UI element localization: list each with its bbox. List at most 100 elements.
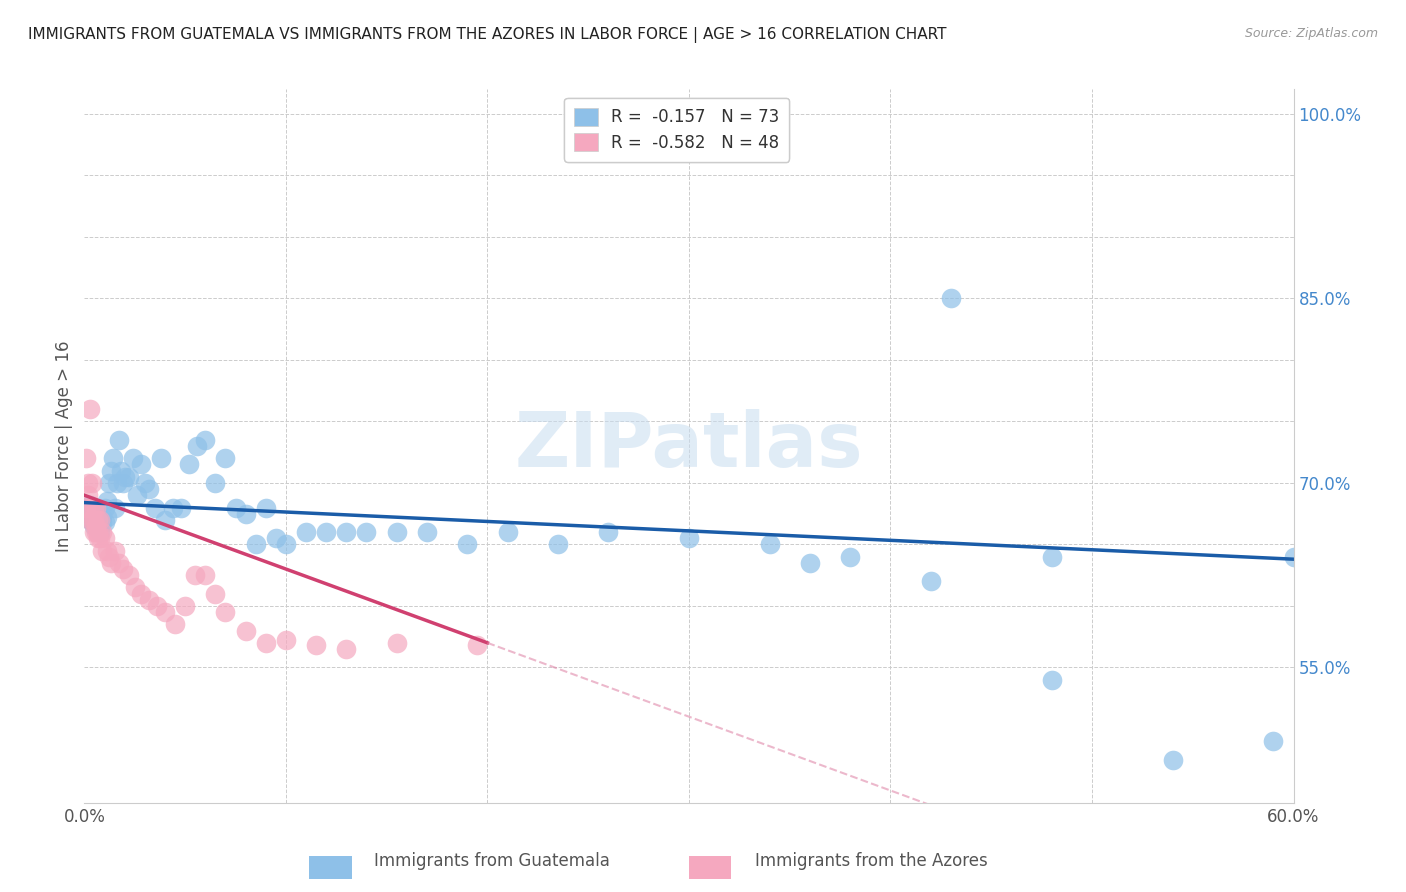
- Point: [416, 525, 439, 540]
- Point: [138, 592, 160, 607]
- Point: [162, 500, 184, 515]
- Point: [77, 475, 100, 490]
- Point: [93, 500, 115, 515]
- Point: [295, 525, 318, 540]
- Point: [456, 537, 478, 551]
- Point: [1040, 549, 1063, 564]
- Point: [315, 525, 337, 540]
- Point: [100, 464, 122, 478]
- Point: [214, 605, 236, 619]
- Point: [87, 513, 110, 527]
- Point: [107, 433, 129, 447]
- Point: [89, 513, 111, 527]
- Point: [91, 510, 114, 524]
- Point: [91, 525, 114, 540]
- Point: [79, 513, 101, 527]
- Point: [89, 531, 111, 545]
- Point: [79, 498, 101, 512]
- Point: [254, 500, 277, 515]
- Point: [1040, 673, 1063, 687]
- Point: [335, 642, 357, 657]
- Point: [146, 599, 169, 613]
- Point: [79, 513, 101, 527]
- Point: [77, 507, 100, 521]
- Text: Immigrants from Guatemala: Immigrants from Guatemala: [374, 852, 610, 870]
- Point: [96, 494, 118, 508]
- Point: [129, 458, 152, 472]
- Point: [129, 587, 152, 601]
- Point: [104, 543, 127, 558]
- Point: [174, 599, 197, 613]
- Point: [153, 605, 176, 619]
- Point: [547, 537, 569, 551]
- Point: [274, 537, 297, 551]
- Point: [149, 451, 172, 466]
- Point: [678, 531, 700, 545]
- Point: [356, 525, 378, 540]
- Point: [82, 513, 104, 527]
- Point: [87, 525, 110, 540]
- Point: [86, 516, 108, 530]
- Point: [214, 451, 236, 466]
- Point: [335, 525, 357, 540]
- Point: [89, 525, 111, 540]
- Point: [79, 500, 101, 515]
- Point: [87, 516, 110, 530]
- Point: [105, 475, 128, 490]
- Point: [93, 516, 115, 530]
- Point: [82, 503, 104, 517]
- Point: [758, 537, 780, 551]
- Point: [143, 500, 166, 515]
- Point: [225, 500, 247, 515]
- Point: [91, 543, 114, 558]
- Text: ZIPatlas: ZIPatlas: [515, 409, 863, 483]
- Point: [1161, 753, 1184, 767]
- Point: [87, 531, 110, 545]
- Point: [104, 500, 127, 515]
- Point: [179, 458, 201, 472]
- Point: [93, 531, 115, 545]
- Point: [86, 500, 108, 515]
- Text: Source: ZipAtlas.com: Source: ZipAtlas.com: [1244, 27, 1378, 40]
- Point: [110, 464, 132, 478]
- Point: [75, 451, 97, 466]
- Point: [245, 537, 267, 551]
- Point: [799, 556, 821, 570]
- Point: [77, 488, 100, 502]
- Point: [204, 587, 226, 601]
- Point: [467, 638, 489, 652]
- Point: [920, 574, 942, 589]
- Point: [138, 482, 160, 496]
- Point: [82, 475, 104, 490]
- Point: [86, 525, 108, 540]
- Point: [86, 510, 108, 524]
- Point: [839, 549, 862, 564]
- Point: [125, 488, 148, 502]
- Point: [254, 636, 277, 650]
- Point: [118, 469, 141, 483]
- Point: [121, 451, 143, 466]
- Point: [204, 475, 226, 490]
- Point: [83, 513, 105, 527]
- Point: [89, 509, 111, 524]
- Point: [83, 513, 105, 527]
- Point: [83, 500, 105, 515]
- Point: [107, 556, 129, 570]
- Point: [111, 475, 134, 490]
- Legend: R =  -0.157   N = 73, R =  -0.582   N = 48: R = -0.157 N = 73, R = -0.582 N = 48: [564, 97, 789, 161]
- Point: [82, 510, 104, 524]
- Point: [79, 402, 101, 417]
- Y-axis label: In Labor Force | Age > 16: In Labor Force | Age > 16: [55, 340, 73, 552]
- Point: [186, 439, 208, 453]
- Point: [124, 581, 146, 595]
- Point: [153, 513, 176, 527]
- Point: [184, 568, 207, 582]
- Point: [274, 633, 297, 648]
- Point: [134, 475, 156, 490]
- Point: [96, 543, 118, 558]
- Point: [77, 500, 100, 515]
- Point: [1282, 549, 1305, 564]
- Point: [91, 516, 114, 530]
- Point: [939, 291, 962, 305]
- Point: [598, 525, 620, 540]
